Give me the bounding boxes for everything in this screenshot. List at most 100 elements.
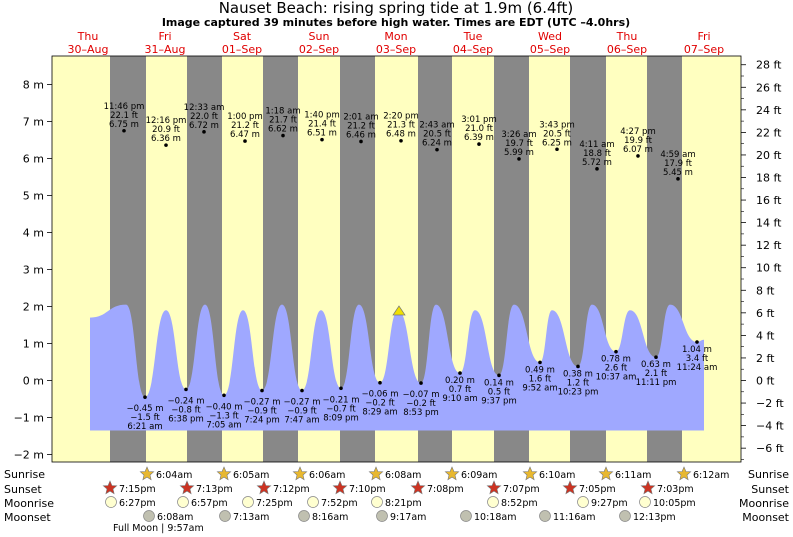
sunrise-time: 6:04am [156,470,192,481]
high-tide-feet: 18.8 ft [583,149,611,159]
left-tick-label: 2 m [23,301,44,314]
high-tide-dot [517,157,521,161]
sunset-label-right: Sunset [751,483,789,496]
high-tide-feet: 19.7 ft [505,139,533,149]
right-tick-label: 26 ft [756,81,782,94]
low-tide-time: 10:23 pm [558,387,599,397]
sunrise-icon [292,466,308,481]
high-tide-time: 3:26 am [501,130,536,140]
left-tick-label: 4 m [23,227,44,240]
high-tide-metres: 6.46 m [346,130,376,140]
low-tide-metres: −0.27 m [243,397,280,407]
low-tide-feet: −1.3 ft [209,411,239,421]
sunset-icon [486,480,502,495]
low-tide-dot [695,340,699,344]
right-tick-label: 28 ft [756,59,782,72]
high-tide-time: 2:20 pm [383,112,418,122]
right-tick-label: 12 ft [756,239,782,252]
moonset-time: 9:17am [390,512,426,523]
moonset-icon [143,510,155,522]
high-tide-time: 1:40 pm [304,111,339,121]
sunset-time: 7:03pm [657,484,694,495]
moonrise-time: 8:52pm [501,498,538,509]
moonset-icon [376,510,388,522]
day-name-label: Fri [158,30,171,43]
full-moon-label: Full Moon | 9:57am [113,523,204,534]
low-tide-metres: 0.63 m [641,360,671,370]
low-tide-time: 8:29 am [362,408,397,418]
low-tide-dot [654,355,658,359]
sunrise-icon [522,466,538,481]
low-tide-dot [538,360,542,365]
left-tick-label: −1 m [14,412,44,425]
moonset-icon [619,510,631,522]
high-tide-metres: 6.62 m [268,125,298,135]
low-tide-metres: −0.24 m [167,396,204,406]
low-tide-time: 10:37 am [596,373,637,383]
low-tide-feet: 2.1 ft [645,369,668,379]
high-tide-time: 3:43 pm [539,120,574,130]
low-tide-dot [497,373,501,378]
low-tide-label: 0.14 m0.5 ft9:37 pm [481,373,517,406]
low-tide-dot [184,387,188,392]
high-tide-dot [477,142,481,146]
high-tide-metres: 5.99 m [504,148,534,158]
high-tide-dot [555,147,559,152]
high-tide-feet: 20.9 ft [152,125,180,135]
left-tick-label: 1 m [23,338,44,351]
high-tide-dot [676,177,680,181]
moonrise-icon [105,496,117,508]
moonset-label-left: Moonset [4,511,51,524]
low-tide-time: 11:11 pm [636,378,677,388]
moonrise-icon [307,496,319,508]
low-tide-time: 6:38 pm [168,414,203,424]
sunrise-time: 6:09am [461,470,497,481]
right-tick-label: −2 ft [756,397,784,410]
low-tide-dot [339,386,343,391]
right-tick-label: −6 ft [756,442,784,455]
low-tide-label: −0.06 m−0.2 ft8:29 am [361,380,399,418]
day-date-label: 30–Aug [68,43,109,56]
high-tide-dot [164,143,168,147]
day-date-label: 05–Sep [530,43,570,56]
y-axis-left: −2 m −1 m 0 m 1 m 2 m 3 m 4 m 5 m 6 m 7 m 8 m [14,79,52,462]
sunrise-time: 6:12am [693,470,729,481]
low-tide-metres: 0.49 m [525,365,555,375]
day-name-label: Mon [384,30,407,43]
sunset-icon [562,480,578,495]
right-tick-label: 10 ft [756,262,782,275]
y-axis-right: −6 ft −4 ft −2 ft 0 ft 2 ft 4 ft 6 ft 8 ft 10 ft… [741,59,784,460]
high-tide-feet: 21.0 ft [465,124,493,134]
high-tide-dot [281,133,285,138]
moonrise-time: 10:05pm [653,498,696,509]
tide-water-area [90,304,704,431]
high-tide-dot [243,139,247,143]
moonrise-icon [487,496,499,508]
low-tide-metres: −0.40 m [205,402,242,412]
low-tide-feet: −0.2 ft [365,399,395,409]
high-tide-feet: 21.3 ft [387,121,415,131]
low-tide-dot [143,395,147,399]
sunset-time: 7:12pm [273,484,310,495]
high-tide-metres: 5.45 m [663,168,693,178]
moonrise-time: 7:52pm [321,498,358,509]
low-tide-feet: 0.5 ft [488,387,511,397]
low-tide-time: 9:37 pm [481,396,516,406]
sunset-time: 7:05pm [579,484,616,495]
moonrise-label-right: Moonrise [739,497,789,510]
moonrise-icon [371,496,383,508]
right-tick-label: 24 ft [756,104,782,117]
